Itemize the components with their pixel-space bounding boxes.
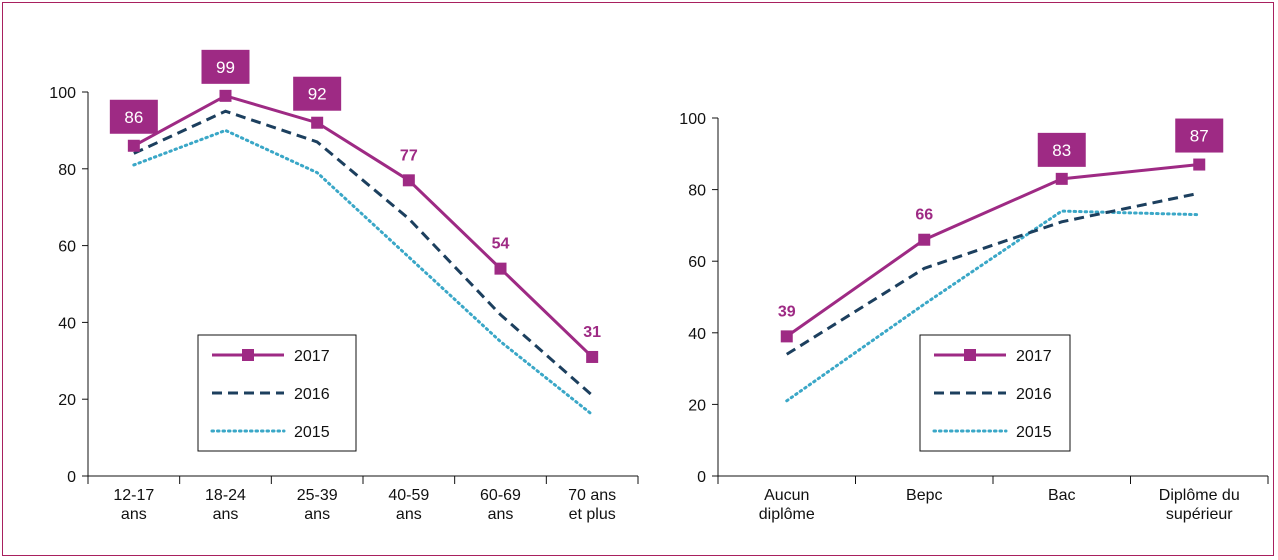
x-tick-label-line: ans	[488, 506, 514, 523]
series-line-2015	[785, 209, 1201, 403]
x-tick-label-line: 18-24	[205, 487, 246, 504]
y-tick-label: 60	[688, 254, 706, 271]
data-label-box	[201, 49, 250, 84]
x-tick-label-line: diplôme	[759, 506, 815, 523]
data-label: 77	[400, 147, 418, 164]
x-tick-label: 18-24 ans	[205, 487, 246, 523]
data-point-2017	[219, 89, 232, 102]
legend-marker	[242, 349, 254, 361]
y-tick-label: 80	[58, 162, 76, 179]
data-label: 54	[492, 236, 510, 253]
x-tick-label-line: 12-17	[113, 487, 154, 504]
data-label: 92	[308, 85, 327, 104]
data-label-box	[293, 76, 342, 111]
data-label: 86	[124, 108, 143, 127]
x-tick-label-line: et plus	[569, 506, 616, 523]
legend-marker	[964, 349, 976, 361]
data-label: 87	[1190, 127, 1209, 146]
y-tick-label: 40	[688, 326, 706, 343]
x-tick-label: 12-17 ans	[113, 487, 154, 523]
data-label-box	[1175, 118, 1224, 153]
x-tick-label-line: ans	[396, 506, 422, 523]
series-line-2017	[785, 163, 1200, 338]
x-tick-label-line: ans	[121, 506, 147, 523]
data-label: 66	[915, 207, 933, 224]
series-line-2016	[785, 191, 1200, 356]
x-tick-label: 60-69 ans	[480, 487, 521, 523]
data-label: 39	[778, 303, 796, 320]
y-tick-label: 80	[688, 183, 706, 200]
legend: 2017 2016 2015	[919, 334, 1071, 452]
data-point-2017	[311, 116, 324, 129]
legend-label: 2015	[294, 424, 330, 441]
x-tick-label: Bepc	[906, 487, 942, 504]
y-tick-label: 20	[58, 392, 76, 409]
y-tick-label: 0	[697, 469, 706, 486]
data-point-2017	[1055, 172, 1068, 185]
x-tick-label: Bac	[1048, 487, 1076, 504]
legend-label: 2016	[1016, 386, 1052, 403]
y-tick-label: 100	[49, 85, 76, 102]
data-point-2017	[402, 174, 415, 187]
series-line-2015	[132, 128, 594, 417]
legend-label: 2017	[1016, 348, 1052, 365]
x-tick-label: Diplôme du supérieur	[1159, 487, 1240, 523]
x-tick-label-line: ans	[213, 506, 239, 523]
legend-label: 2016	[294, 386, 330, 403]
data-label-box	[1037, 132, 1086, 167]
data-point-2017	[586, 350, 599, 363]
y-tick-label: 60	[58, 239, 76, 256]
x-tick-label: 25-39 ans	[297, 487, 338, 523]
data-label-box	[109, 99, 158, 134]
x-tick-label-line: Aucun	[764, 487, 809, 504]
x-tick-label: 40-59 ans	[388, 487, 429, 523]
data-point-2017	[780, 330, 793, 343]
y-tick-label: 100	[679, 111, 706, 128]
legend-label: 2017	[294, 348, 330, 365]
x-tick-label-line: ans	[304, 506, 330, 523]
x-tick-label-line: Bepc	[906, 487, 942, 504]
y-tick-label: 20	[688, 397, 706, 414]
x-tick-label: Aucun diplôme	[759, 487, 815, 523]
x-tick-label-line: supérieur	[1166, 506, 1233, 523]
x-tick-label-line: 60-69	[480, 487, 521, 504]
legend: 2017 2016 2015	[197, 334, 357, 452]
series-line-2016	[133, 109, 594, 397]
x-tick-label-line: 70 ans	[568, 487, 616, 504]
data-label: 31	[583, 324, 601, 341]
data-point-2017	[127, 139, 140, 152]
x-tick-label-line: Diplôme du	[1159, 487, 1240, 504]
chart-2: 0 20 40 60 80 100 Aucun diplôme Bepc Bac Diplôme d…	[679, 111, 1269, 523]
x-tick-label-line: Bac	[1048, 487, 1076, 504]
y-tick-label: 0	[67, 469, 76, 486]
data-point-2017	[1193, 158, 1206, 171]
x-tick-label-line: 40-59	[388, 487, 429, 504]
x-tick-label: 70 ans et plus	[568, 487, 616, 523]
data-label: 83	[1052, 141, 1071, 160]
data-point-2017	[918, 233, 931, 246]
y-tick-label: 40	[58, 315, 76, 332]
data-label: 99	[216, 58, 235, 77]
x-tick-label-line: 25-39	[297, 487, 338, 504]
data-point-2017	[494, 262, 507, 275]
legend-label: 2015	[1016, 424, 1052, 441]
series-line-2017	[133, 94, 594, 359]
